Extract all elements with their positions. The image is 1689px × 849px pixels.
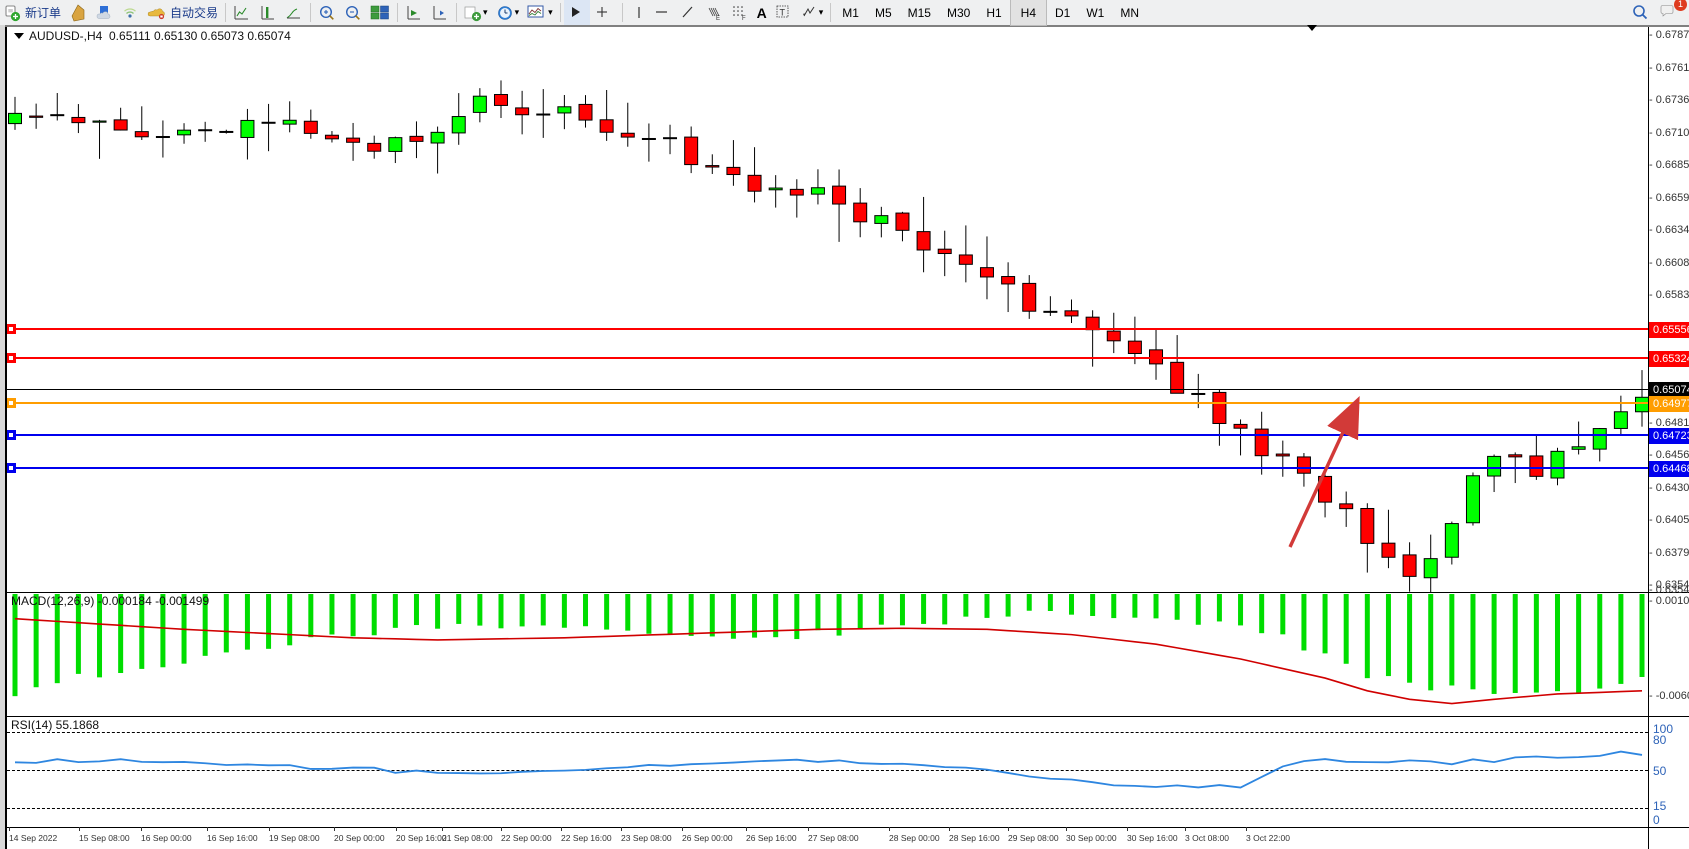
svg-text:T: T bbox=[779, 7, 785, 17]
svg-text:F: F bbox=[742, 16, 746, 22]
svg-text:E: E bbox=[716, 16, 720, 22]
